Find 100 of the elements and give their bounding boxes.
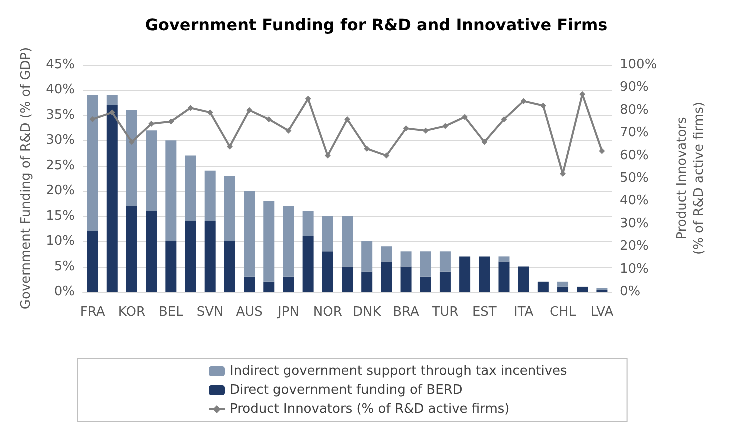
point	[128, 139, 135, 146]
bar	[440, 252, 451, 272]
bar	[87, 95, 98, 232]
y2-tick-label: 60%	[620, 148, 649, 164]
bar	[264, 282, 275, 292]
point	[540, 102, 546, 109]
x-tick-label: SVN	[196, 305, 224, 320]
y2-tick-label: 50%	[620, 171, 649, 186]
y-tick-label: 25%	[46, 158, 75, 174]
y-tick-label: 10%	[46, 234, 75, 250]
y2-tick-label: 30%	[620, 216, 649, 232]
bar	[204, 170, 216, 222]
bar	[283, 206, 294, 277]
legend-label: Indirect government support through tax incentives	[230, 364, 568, 379]
bar	[322, 216, 334, 252]
x-tick-label: ITA	[514, 305, 534, 320]
bar	[126, 206, 138, 292]
bar	[283, 276, 294, 292]
y2-tick-label: 100%	[620, 58, 658, 72]
bar	[400, 252, 412, 267]
point	[305, 96, 312, 102]
y2-tick-label: 80%	[620, 102, 649, 118]
bar	[460, 256, 471, 292]
point	[501, 116, 508, 122]
point	[109, 110, 116, 116]
x-tick-label: BRA	[393, 305, 420, 320]
point	[384, 152, 390, 159]
bar	[400, 266, 412, 292]
point	[520, 98, 527, 104]
bar	[342, 216, 353, 267]
y-tick-label: 30%	[46, 133, 75, 148]
bar	[126, 110, 138, 206]
bar	[244, 276, 256, 292]
bar	[224, 242, 236, 292]
bar	[420, 276, 432, 292]
point	[403, 126, 410, 132]
bar	[381, 246, 392, 262]
x-tick-label: AUS	[236, 305, 263, 320]
y-tick-label: 40%	[46, 82, 75, 98]
y-tick-label: 5%	[54, 259, 75, 274]
bar	[87, 231, 98, 292]
y-tick-label: 20%	[46, 184, 75, 199]
y-tick-label: 15%	[46, 208, 75, 224]
bar	[185, 221, 196, 292]
x-tick-label: CHL	[550, 305, 577, 320]
bar	[302, 236, 314, 292]
bar	[381, 262, 392, 292]
point	[286, 128, 292, 134]
point	[188, 105, 194, 112]
bar	[498, 262, 510, 292]
bar	[264, 201, 275, 282]
bar	[498, 256, 510, 262]
x-tick-label: KOR	[118, 305, 146, 320]
y-tick-label: 45%	[46, 58, 75, 72]
bar	[106, 95, 118, 106]
bar	[322, 252, 334, 292]
bar	[362, 272, 373, 292]
x-tick-label: FRA	[80, 305, 106, 320]
bar	[440, 272, 451, 292]
point	[599, 148, 606, 154]
chart-title: Government Funding for R&D and Innovative Firms	[145, 16, 608, 34]
point	[462, 114, 468, 120]
y-tick-label: 35%	[46, 108, 75, 123]
legend-label: Product Innovators (% of R&D active firms)	[230, 402, 510, 417]
bar	[538, 282, 549, 292]
x-tick-label: LVA	[590, 305, 614, 320]
bar	[558, 286, 569, 292]
y2-tick-label: 70%	[620, 126, 649, 141]
point	[226, 144, 233, 150]
y2-tick-label: 40%	[620, 194, 649, 209]
bar	[146, 211, 158, 292]
x-tick-label: BEL	[158, 305, 184, 320]
y2-axis-title: Product Innovators (% of R&D active firms)	[675, 102, 707, 255]
bar	[558, 282, 569, 287]
y2-tick-label: 90%	[620, 80, 649, 96]
point	[344, 116, 350, 122]
bar	[166, 242, 177, 292]
bar	[244, 191, 256, 277]
y2-tick-label: 0%	[620, 284, 641, 300]
y-tick-label: 0%	[54, 284, 75, 300]
y-axis-title: Government Funding of R&D (% of GDP)	[19, 47, 34, 310]
bar	[479, 256, 490, 292]
y2-tick-label: 10%	[620, 262, 649, 277]
bar	[224, 176, 236, 242]
bar	[204, 221, 216, 292]
bar	[420, 252, 432, 277]
point	[207, 110, 214, 116]
x-tick-label: JPN	[277, 305, 300, 320]
bar	[166, 140, 177, 242]
point	[364, 146, 370, 152]
bar	[342, 266, 353, 292]
x-tick-label: DNK	[352, 305, 382, 320]
x-tick-label: EST	[472, 305, 497, 320]
point	[324, 152, 331, 159]
point	[482, 139, 488, 146]
point	[246, 107, 253, 114]
x-tick-label: NOR	[313, 305, 342, 320]
bar	[577, 286, 588, 292]
y2-tick-label: 20%	[620, 239, 649, 254]
point	[90, 116, 96, 122]
